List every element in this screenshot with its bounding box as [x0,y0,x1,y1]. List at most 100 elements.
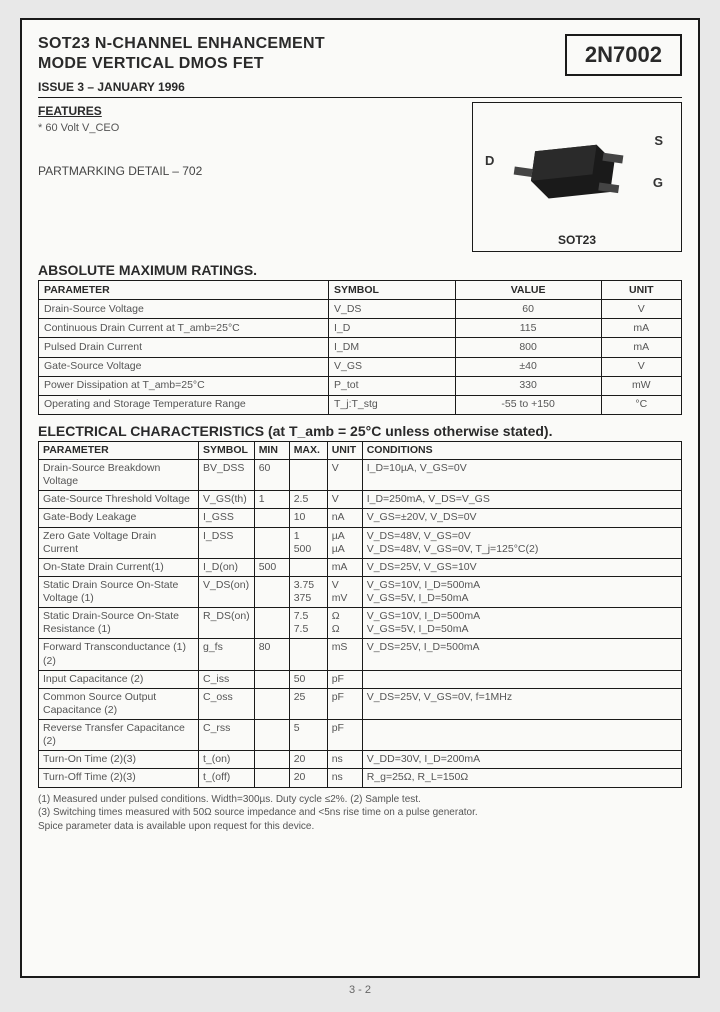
page-number: 3 - 2 [20,984,700,996]
table-cell [289,558,327,576]
ec-heading: ELECTRICAL CHARACTERISTICS (at T_amb = 2… [38,423,682,439]
title-line-1: SOT23 N-CHANNEL ENHANCEMENT [38,34,555,54]
table-cell: C_iss [199,670,255,688]
table-cell: V_DD=30V, I_D=200mA [362,751,681,769]
table-cell [289,639,327,670]
table-cell: -55 to +150 [455,395,601,414]
table-cell: mA [601,338,681,357]
table-cell: V_DS(on) [199,576,255,607]
table-cell: 115 [455,319,601,338]
table-cell: Forward Transconductance (1)(2) [39,639,199,670]
table-cell: I_D [329,319,456,338]
title-line-2: MODE VERTICAL DMOS FET [38,54,555,74]
table-cell: Turn-On Time (2)(3) [39,751,199,769]
table-cell: 5 [289,720,327,751]
table-cell: 1 500 [289,527,327,558]
amr-col-unit: UNIT [601,281,681,300]
table-cell [254,608,289,639]
table-cell: mA [327,558,362,576]
table-cell: Gate-Source Threshold Voltage [39,491,199,509]
table-cell: Zero Gate Voltage Drain Current [39,527,199,558]
table-cell [362,720,681,751]
table-cell: 20 [289,751,327,769]
table-cell: ±40 [455,357,601,376]
table-row: Static Drain Source On-State Voltage (1)… [39,576,682,607]
table-cell [254,751,289,769]
table-cell [289,460,327,491]
table-row: Gate-Source VoltageV_GS±40V [39,357,682,376]
table-cell: V_GS=±20V, V_DS=0V [362,509,681,527]
table-cell [362,670,681,688]
table-cell: On-State Drain Current(1) [39,558,199,576]
table-cell: I_D=10µA, V_GS=0V [362,460,681,491]
table-cell: Common Source Output Capacitance (2) [39,688,199,719]
table-cell: 10 [289,509,327,527]
amr-col-symbol: SYMBOL [329,281,456,300]
table-row: Power Dissipation at T_amb=25°CP_tot330m… [39,376,682,395]
table-cell [254,509,289,527]
amr-col-param: PARAMETER [39,281,329,300]
table-cell: V_DS=48V, V_GS=0V V_DS=48V, V_GS=0V, T_j… [362,527,681,558]
table-cell: Turn-Off Time (2)(3) [39,769,199,787]
mid-section: FEATURES * 60 Volt V_CEO PARTMARKING DET… [38,102,682,252]
table-cell: 1 [254,491,289,509]
ec-col-cond: CONDITIONS [362,441,681,459]
table-cell [254,670,289,688]
table-cell: V_GS=10V, I_D=500mA V_GS=5V, I_D=50mA [362,576,681,607]
table-cell: g_fs [199,639,255,670]
table-cell: V [327,491,362,509]
datasheet-page: SOT23 N-CHANNEL ENHANCEMENT MODE VERTICA… [20,18,700,978]
table-row: Reverse Transfer Capacitance (2)C_rss5pF [39,720,682,751]
table-cell [254,576,289,607]
amr-col-value: VALUE [455,281,601,300]
table-cell: V_DS=25V, V_GS=0V, f=1MHz [362,688,681,719]
table-cell: V_DS=25V, V_GS=10V [362,558,681,576]
table-cell: µA µA [327,527,362,558]
table-row: Continuous Drain Current at T_amb=25°CI_… [39,319,682,338]
table-cell: C_rss [199,720,255,751]
table-cell: Pulsed Drain Current [39,338,329,357]
table-cell: 25 [289,688,327,719]
part-number-box: 2N7002 [565,34,682,76]
amr-heading: ABSOLUTE MAXIMUM RATINGS. [38,262,682,278]
table-row: Common Source Output Capacitance (2)C_os… [39,688,682,719]
footnotes: (1) Measured under pulsed conditions. Wi… [38,793,682,834]
ec-header-row: PARAMETER SYMBOL MIN MAX. UNIT CONDITION… [39,441,682,459]
table-cell: C_oss [199,688,255,719]
table-cell: 3.75 375 [289,576,327,607]
ec-col-min: MIN [254,441,289,459]
table-cell: Input Capacitance (2) [39,670,199,688]
table-cell: V_DS=25V, I_D=500mA [362,639,681,670]
table-cell: I_GSS [199,509,255,527]
table-cell: Static Drain Source On-State Voltage (1) [39,576,199,607]
ec-col-symbol: SYMBOL [199,441,255,459]
table-row: Input Capacitance (2)C_iss50pF [39,670,682,688]
pin-s-label: S [654,133,663,148]
table-cell: 500 [254,558,289,576]
issue-line: ISSUE 3 – JANUARY 1996 [38,80,682,98]
table-cell: R_g=25Ω, R_L=150Ω [362,769,681,787]
ec-col-max: MAX. [289,441,327,459]
table-cell: t_(on) [199,751,255,769]
table-cell: °C [601,395,681,414]
table-cell: BV_DSS [199,460,255,491]
feature-item: * 60 Volt V_CEO [38,122,462,134]
package-diagram: D S G SOT23 [472,102,682,252]
table-cell: V_GS [329,357,456,376]
table-row: Drain-Source VoltageV_DS60V [39,300,682,319]
features-heading: FEATURES [38,104,462,118]
table-cell: V [327,460,362,491]
table-cell: Power Dissipation at T_amb=25°C [39,376,329,395]
table-cell: 800 [455,338,601,357]
table-cell: t_(off) [199,769,255,787]
table-cell: 80 [254,639,289,670]
package-name: SOT23 [558,233,596,247]
pin-d-label: D [485,153,494,168]
table-cell: Continuous Drain Current at T_amb=25°C [39,319,329,338]
table-cell: Drain-Source Voltage [39,300,329,319]
table-cell [254,527,289,558]
table-cell: nA [327,509,362,527]
note-2: (3) Switching times measured with 50Ω so… [38,806,682,820]
table-cell: I_DSS [199,527,255,558]
table-cell: Reverse Transfer Capacitance (2) [39,720,199,751]
